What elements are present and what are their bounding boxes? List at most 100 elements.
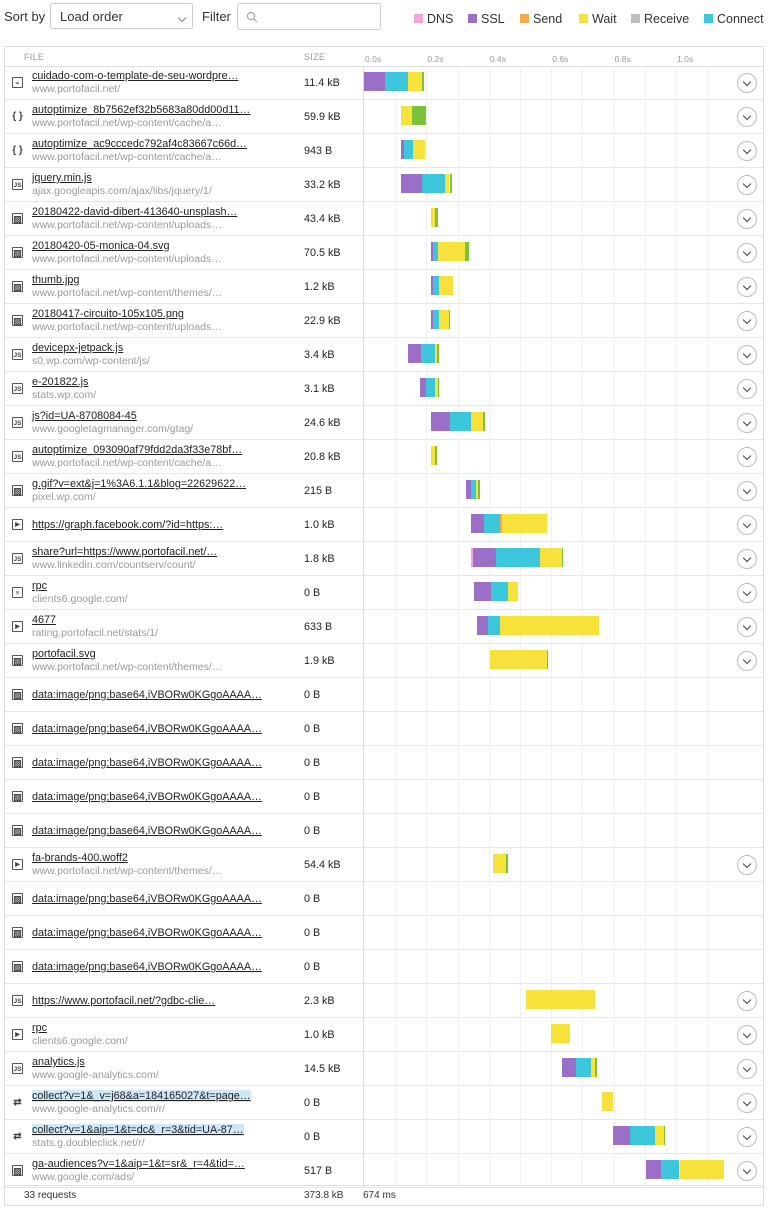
expand-row-button[interactable] <box>737 379 757 399</box>
table-row[interactable]: ▨ 20180422-david-dibert-413640-unsplash… w… <box>5 202 763 236</box>
expand-row-button[interactable] <box>737 1127 757 1147</box>
file-name-link[interactable]: autoptimize_093090af79fdd2da3f33e78bf… <box>32 444 243 456</box>
file-name-link[interactable]: https://graph.facebook.com/?id=https:… <box>32 519 224 531</box>
expand-row-button[interactable] <box>737 1059 757 1079</box>
table-row[interactable]: ▨ data:image/png;base64,iVBORw0KGgoAAAA… 0… <box>5 678 763 712</box>
expand-row-button[interactable] <box>737 175 757 195</box>
table-row[interactable]: JS devicepx-jetpack.js s0.wp.com/wp-conten… <box>5 338 763 372</box>
file-name-link[interactable]: cuidado-com-o-template-de-seu-wordpre… <box>32 70 239 82</box>
file-name-link[interactable]: rpc <box>32 1022 47 1034</box>
table-row[interactable]: ▶ fa-brands-400.woff2 www.portofacil.net/w… <box>5 848 763 882</box>
file-name-link[interactable]: data:image/png;base64,iVBORw0KGgoAAAA… <box>32 757 262 769</box>
file-name-link[interactable]: data:image/png;base64,iVBORw0KGgoAAAA… <box>32 689 262 701</box>
table-row[interactable]: ▨ data:image/png;base64,iVBORw0KGgoAAAA… 0… <box>5 882 763 916</box>
expand-row-button[interactable] <box>737 583 757 603</box>
table-row[interactable]: JS https://www.portofacil.net/?gdbc-clie…… <box>5 984 763 1018</box>
file-name-link[interactable]: devicepx-jetpack.js <box>32 342 124 354</box>
file-column-header[interactable]: FILE <box>24 52 45 62</box>
file-name-link[interactable]: 20180420-05-monica-04.svg <box>32 240 170 252</box>
table-row[interactable]: JS e-201822.js stats.wp.com/3.1 kB <box>5 372 763 406</box>
file-name-link[interactable]: thumb.jpg <box>32 274 80 286</box>
expand-row-button[interactable] <box>737 413 757 433</box>
table-row[interactable]: JS share?url=https://www.portofacil.net/…… <box>5 542 763 576</box>
table-row[interactable]: ⇄ collect?v=1&_v=j68&a=184165027&t=page… w… <box>5 1086 763 1120</box>
filter-field[interactable] <box>237 3 381 30</box>
table-row[interactable]: ▨ 20180420-05-monica-04.svg www.portofacil… <box>5 236 763 270</box>
file-name-link[interactable]: g.gif?v=ext&j=1%3A6.1.1&blog=22629622… <box>32 478 247 490</box>
file-name-link[interactable]: autoptimize_ac9cccedc792af4c83667c66d… <box>32 138 247 150</box>
file-name-link[interactable]: 20180417-circuito-105x105.png <box>32 308 184 320</box>
file-name-link[interactable]: collect?v=1&aip=1&t=dc&_r=3&tid=UA-87… <box>32 1124 244 1136</box>
expand-row-button[interactable] <box>737 651 757 671</box>
file-name-link[interactable]: data:image/png;base64,iVBORw0KGgoAAAA… <box>32 723 262 735</box>
file-name-link[interactable]: https://www.portofacil.net/?gdbc-clie… <box>32 995 216 1007</box>
expand-row-button[interactable] <box>737 515 757 535</box>
timing-bar-receive <box>435 208 438 227</box>
table-row[interactable]: ⇄ collect?v=1&aip=1&t=dc&_r=3&tid=UA-87… s… <box>5 1120 763 1154</box>
expand-row-button[interactable] <box>737 311 757 331</box>
timing-bar-connect <box>432 242 438 261</box>
table-row[interactable]: ▨ data:image/png;base64,iVBORw0KGgoAAAA… 0… <box>5 780 763 814</box>
table-row[interactable]: ⌁ cuidado-com-o-template-de-seu-wordpre… w… <box>5 66 763 100</box>
file-name-link[interactable]: portofacil.svg <box>32 648 96 660</box>
table-row[interactable]: ▨ data:image/png;base64,iVBORw0KGgoAAAA… 0… <box>5 746 763 780</box>
file-name-link[interactable]: js?id=UA-8708084-45 <box>32 410 137 422</box>
expand-row-button[interactable] <box>737 1093 757 1113</box>
file-name-link[interactable]: 20180422-david-dibert-413640-unsplash… <box>32 206 238 218</box>
filter-input[interactable] <box>262 7 376 27</box>
file-name-link[interactable]: analytics.js <box>32 1056 85 1068</box>
table-row[interactable]: JS jquery.min.js ajax.googleapis.com/ajax/… <box>5 168 763 202</box>
file-name-link[interactable]: ga-audiences?v=1&aip=1&t=sr&_r=4&tid=… <box>32 1158 245 1170</box>
expand-row-button[interactable] <box>737 1161 757 1181</box>
expand-row-button[interactable] <box>737 243 757 263</box>
expand-row-button[interactable] <box>737 991 757 1011</box>
table-row[interactable]: ▨ data:image/png;base64,iVBORw0KGgoAAAA… 0… <box>5 814 763 848</box>
file-name-link[interactable]: rpc <box>32 580 47 592</box>
table-row[interactable]: ▨ thumb.jpg www.portofacil.net/wp-content/… <box>5 270 763 304</box>
table-row[interactable]: ▶ 4677 rating.portofacil.net/stats/1/633 B <box>5 610 763 644</box>
sort-select[interactable]: Load order <box>50 3 193 29</box>
file-name-link[interactable]: e-201822.js <box>32 376 89 388</box>
expand-row-button[interactable] <box>737 277 757 297</box>
expand-row-button[interactable] <box>737 73 757 93</box>
size-column-header[interactable]: SIZE <box>304 52 326 62</box>
file-name-link[interactable]: data:image/png;base64,iVBORw0KGgoAAAA… <box>32 961 262 973</box>
file-name-link[interactable]: 4677 <box>32 614 57 626</box>
table-row[interactable]: ▶ https://graph.facebook.com/?id=https:… 1… <box>5 508 763 542</box>
expand-row-button[interactable] <box>737 107 757 127</box>
file-name-link[interactable]: jquery.min.js <box>32 172 92 184</box>
table-row[interactable]: JS js?id=UA-8708084-45 www.googletagmanage… <box>5 406 763 440</box>
table-row[interactable]: ▨ data:image/png;base64,iVBORw0KGgoAAAA… 0… <box>5 950 763 984</box>
table-row[interactable]: ▨ g.gif?v=ext&j=1%3A6.1.1&blog=22629622… p… <box>5 474 763 508</box>
file-name-link[interactable]: data:image/png;base64,iVBORw0KGgoAAAA… <box>32 893 262 905</box>
table-row[interactable]: JS autoptimize_093090af79fdd2da3f33e78bf…… <box>5 440 763 474</box>
table-row[interactable]: ▶ rpc clients6.google.com/1.0 kB <box>5 1018 763 1052</box>
file-name-link[interactable]: fa-brands-400.woff2 <box>32 852 128 864</box>
table-row[interactable]: JS analytics.js www.google-analytics.com/1… <box>5 1052 763 1086</box>
table-row[interactable]: ▨ portofacil.svg www.portofacil.net/wp-con… <box>5 644 763 678</box>
file-name-link[interactable]: autoptimize_8b7562ef32b5683a80dd00d11… <box>32 104 251 116</box>
table-row[interactable]: ≡ rpc clients6.google.com/0 B <box>5 576 763 610</box>
file-name-link[interactable]: data:image/png;base64,iVBORw0KGgoAAAA… <box>32 927 262 939</box>
table-row[interactable]: ▨ data:image/png;base64,iVBORw0KGgoAAAA… 0… <box>5 916 763 950</box>
expand-row-button[interactable] <box>737 1025 757 1045</box>
table-row[interactable]: ▨ ga-audiences?v=1&aip=1&t=sr&_r=4&tid=… w… <box>5 1154 763 1188</box>
table-row[interactable]: ▨ data:image/png;base64,iVBORw0KGgoAAAA… 0… <box>5 712 763 746</box>
file-name-link[interactable]: data:image/png;base64,iVBORw0KGgoAAAA… <box>32 791 262 803</box>
gridline <box>488 66 490 100</box>
table-row[interactable]: { } autoptimize_ac9cccedc792af4c83667c66d… <box>5 134 763 168</box>
table-row[interactable]: ▨ 20180417-circuito-105x105.png www.portof… <box>5 304 763 338</box>
file-name-link[interactable]: collect?v=1&_v=j68&a=184165027&t=page… <box>32 1090 251 1102</box>
expand-row-button[interactable] <box>737 209 757 229</box>
expand-row-button[interactable] <box>737 447 757 467</box>
chevron-down-icon <box>742 995 752 1005</box>
expand-row-button[interactable] <box>737 549 757 569</box>
expand-row-button[interactable] <box>737 481 757 501</box>
table-row[interactable]: { } autoptimize_8b7562ef32b5683a80dd00d11… <box>5 100 763 134</box>
file-name-link[interactable]: share?url=https://www.portofacil.net/… <box>32 546 218 558</box>
expand-row-button[interactable] <box>737 141 757 161</box>
expand-row-button[interactable] <box>737 855 757 875</box>
expand-row-button[interactable] <box>737 617 757 637</box>
expand-row-button[interactable] <box>737 345 757 365</box>
file-name-link[interactable]: data:image/png;base64,iVBORw0KGgoAAAA… <box>32 825 262 837</box>
